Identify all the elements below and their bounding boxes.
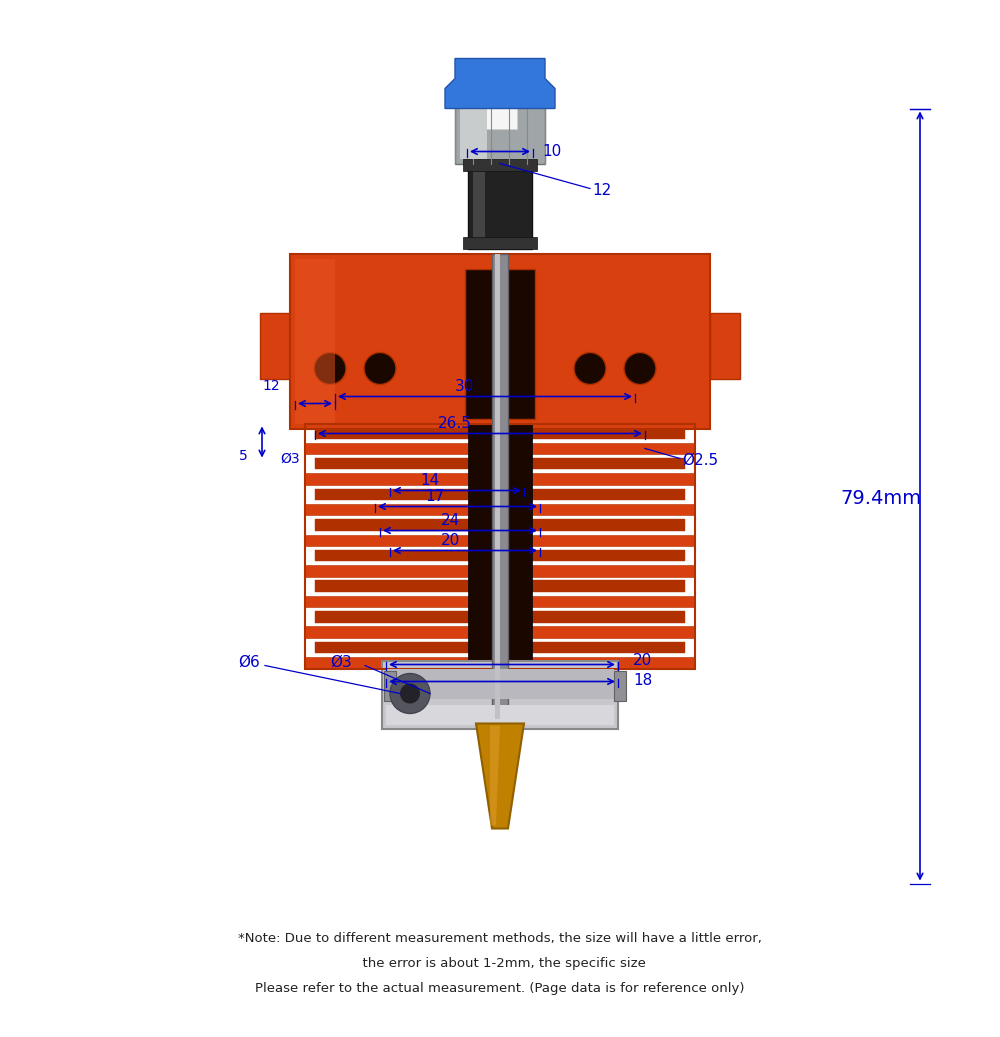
Text: 17: 17 xyxy=(425,489,445,504)
Bar xyxy=(473,164,485,244)
Bar xyxy=(382,661,618,729)
Bar xyxy=(290,253,710,428)
Text: *Note: Due to different measurement methods, the size will have a little error,: *Note: Due to different measurement meth… xyxy=(238,932,762,945)
Bar xyxy=(305,423,695,669)
Bar xyxy=(305,657,695,669)
Bar xyxy=(315,611,685,622)
Bar xyxy=(295,258,335,423)
Text: 18: 18 xyxy=(633,673,652,688)
Bar xyxy=(315,550,685,561)
Bar xyxy=(260,313,290,379)
Bar xyxy=(463,236,537,249)
Text: 79.4mm: 79.4mm xyxy=(840,489,921,508)
Text: 12: 12 xyxy=(592,183,611,198)
Bar xyxy=(710,313,740,379)
Bar xyxy=(384,671,396,701)
Bar xyxy=(315,581,685,592)
Bar xyxy=(315,427,685,439)
Bar xyxy=(460,109,487,159)
Text: Ø6: Ø6 xyxy=(238,655,260,670)
Bar xyxy=(386,669,614,699)
Bar xyxy=(492,253,508,719)
Circle shape xyxy=(574,353,606,385)
Bar xyxy=(305,473,695,484)
Bar xyxy=(305,565,695,577)
Text: 5: 5 xyxy=(239,449,248,464)
Text: 14: 14 xyxy=(420,473,440,488)
Text: 10: 10 xyxy=(542,144,561,159)
Bar xyxy=(468,159,532,249)
Text: the error is about 1-2mm, the specific size: the error is about 1-2mm, the specific s… xyxy=(354,957,646,970)
Text: 20: 20 xyxy=(440,533,460,548)
Text: 30: 30 xyxy=(455,379,475,394)
Polygon shape xyxy=(445,58,555,109)
Bar xyxy=(305,534,695,546)
Bar xyxy=(463,159,537,170)
Bar xyxy=(305,596,695,608)
Bar xyxy=(305,443,695,454)
Bar xyxy=(315,488,685,500)
Circle shape xyxy=(624,353,656,385)
Bar xyxy=(468,423,532,669)
Bar xyxy=(315,520,685,531)
Text: Please refer to the actual measurement. (Page data is for reference only): Please refer to the actual measurement. … xyxy=(255,982,745,994)
Text: 12: 12 xyxy=(262,380,280,393)
Bar xyxy=(495,253,500,719)
Text: Ø3: Ø3 xyxy=(280,451,300,466)
Bar xyxy=(315,458,685,470)
Polygon shape xyxy=(476,724,524,829)
Circle shape xyxy=(364,353,396,385)
Bar xyxy=(315,642,685,653)
Text: 20: 20 xyxy=(633,653,652,668)
Bar xyxy=(455,104,545,164)
Bar xyxy=(483,104,517,129)
Text: 26.5: 26.5 xyxy=(438,416,472,431)
Circle shape xyxy=(314,353,346,385)
Text: Ø2.5: Ø2.5 xyxy=(682,453,718,468)
Bar xyxy=(305,626,695,638)
Bar xyxy=(614,671,626,701)
Bar xyxy=(305,504,695,515)
Polygon shape xyxy=(490,726,500,825)
Bar xyxy=(386,704,614,725)
Bar xyxy=(465,269,535,419)
Circle shape xyxy=(390,673,430,713)
Circle shape xyxy=(400,683,420,703)
Text: 24: 24 xyxy=(440,513,460,528)
Text: Ø3: Ø3 xyxy=(330,655,352,670)
